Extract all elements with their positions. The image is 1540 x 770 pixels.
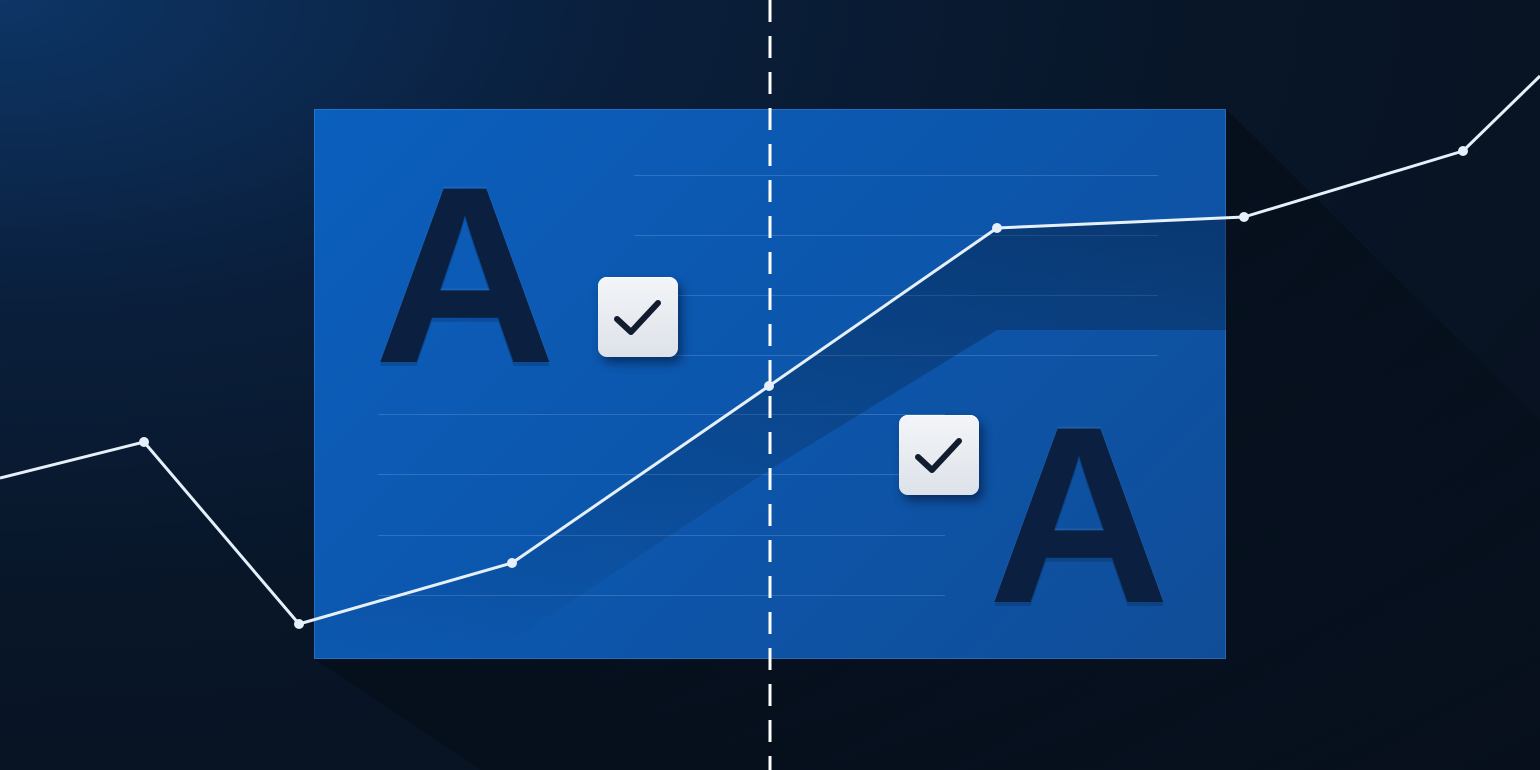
checkmark-icon [614,300,661,335]
variant-a-check-box [598,277,678,357]
trend-point [1458,146,1468,156]
placeholder-line [634,235,1158,236]
placeholder-line [378,414,945,415]
placeholder-line [634,295,1158,296]
variant-b-letter: A [988,375,1170,656]
variant-b-check-box [899,415,979,495]
variant-a-letter: A [374,135,556,416]
trend-point [1239,212,1249,222]
trend-point [992,223,1002,233]
trend-point [507,558,517,568]
trend-point [294,619,304,629]
trend-point [764,381,774,391]
placeholder-line [378,595,945,596]
checkmark-icon [915,438,962,473]
placeholder-line [634,175,1158,176]
trend-point [139,437,149,447]
